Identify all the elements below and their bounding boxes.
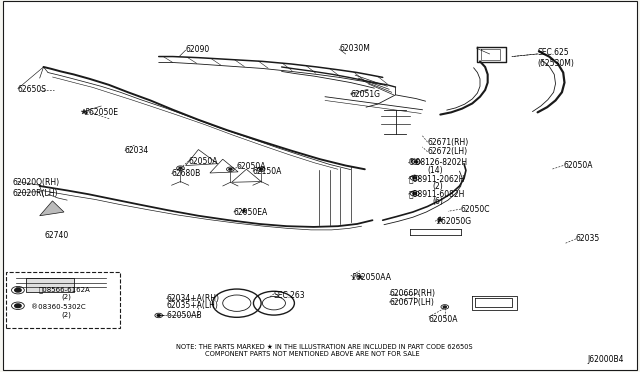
Text: 62672(LH): 62672(LH) bbox=[428, 147, 468, 156]
Text: ☧62050AA: ☧62050AA bbox=[351, 273, 392, 282]
Text: 62051G: 62051G bbox=[351, 90, 381, 99]
Text: ®08360-5302C: ®08360-5302C bbox=[31, 304, 85, 310]
Text: (2): (2) bbox=[432, 182, 443, 190]
Circle shape bbox=[444, 306, 446, 308]
Text: 62034+A(RH): 62034+A(RH) bbox=[166, 294, 220, 303]
Text: 62740: 62740 bbox=[45, 231, 69, 240]
Text: 62050A: 62050A bbox=[237, 162, 266, 171]
Text: COMPONENT PARTS NOT MENTIONED ABOVE ARE NOT FOR SALE: COMPONENT PARTS NOT MENTIONED ABOVE ARE … bbox=[205, 351, 419, 357]
Bar bbox=[6, 272, 120, 328]
Text: J62000B4: J62000B4 bbox=[588, 355, 624, 364]
Text: 62650S: 62650S bbox=[18, 85, 47, 94]
Text: 62150A: 62150A bbox=[253, 167, 282, 176]
Circle shape bbox=[260, 169, 262, 170]
Text: 62035+A(LH): 62035+A(LH) bbox=[166, 301, 218, 310]
Text: 62030M: 62030M bbox=[339, 44, 370, 53]
Bar bbox=[26, 278, 74, 292]
Text: (14): (14) bbox=[428, 166, 443, 175]
Text: SEC.263: SEC.263 bbox=[274, 291, 305, 300]
Text: Ⓝ08566-6162A: Ⓝ08566-6162A bbox=[38, 286, 90, 293]
Circle shape bbox=[413, 177, 417, 179]
Text: 62671(RH): 62671(RH) bbox=[428, 138, 468, 147]
Text: 62050A: 62050A bbox=[429, 315, 458, 324]
Circle shape bbox=[15, 304, 21, 308]
Text: (62530M): (62530M) bbox=[538, 59, 575, 68]
Text: ⓝ08911-6082H: ⓝ08911-6082H bbox=[408, 190, 465, 199]
Text: ®08126-8202H: ®08126-8202H bbox=[408, 158, 467, 167]
Text: 62050A: 62050A bbox=[563, 161, 593, 170]
Text: 62034: 62034 bbox=[125, 146, 149, 155]
Text: 62020Q(RH): 62020Q(RH) bbox=[13, 178, 60, 187]
Text: 62035: 62035 bbox=[576, 234, 600, 243]
Text: 62050EA: 62050EA bbox=[234, 208, 268, 217]
Text: (6): (6) bbox=[432, 197, 443, 206]
Text: 62067P(LH): 62067P(LH) bbox=[389, 298, 434, 307]
Circle shape bbox=[15, 288, 21, 292]
Text: 62090: 62090 bbox=[186, 45, 210, 54]
Polygon shape bbox=[40, 201, 64, 216]
Text: ⓝ08911-2062H: ⓝ08911-2062H bbox=[408, 174, 465, 183]
Text: 62066P(RH): 62066P(RH) bbox=[389, 289, 435, 298]
Text: (2): (2) bbox=[61, 294, 71, 300]
Circle shape bbox=[229, 169, 232, 170]
Polygon shape bbox=[232, 169, 261, 182]
Circle shape bbox=[414, 161, 418, 163]
Text: (2): (2) bbox=[61, 311, 71, 318]
Circle shape bbox=[413, 192, 417, 195]
Polygon shape bbox=[210, 159, 238, 173]
Text: 62680B: 62680B bbox=[172, 169, 201, 178]
Text: 62020R(LH): 62020R(LH) bbox=[13, 189, 58, 198]
Text: ☧62050E: ☧62050E bbox=[83, 108, 118, 117]
Circle shape bbox=[179, 167, 182, 169]
Text: SEC.625: SEC.625 bbox=[538, 48, 569, 57]
Text: 62050A: 62050A bbox=[189, 157, 218, 166]
Circle shape bbox=[157, 315, 160, 316]
Text: 62050C: 62050C bbox=[461, 205, 490, 214]
Polygon shape bbox=[186, 150, 218, 166]
Text: ― 62050AB: ― 62050AB bbox=[157, 311, 202, 320]
Text: NOTE: THE PARTS MARKED ★ IN THE ILLUSTRATION ARE INCLUDED IN PART CODE 62650S: NOTE: THE PARTS MARKED ★ IN THE ILLUSTRA… bbox=[176, 344, 472, 350]
Text: ☧62050G: ☧62050G bbox=[435, 217, 471, 226]
